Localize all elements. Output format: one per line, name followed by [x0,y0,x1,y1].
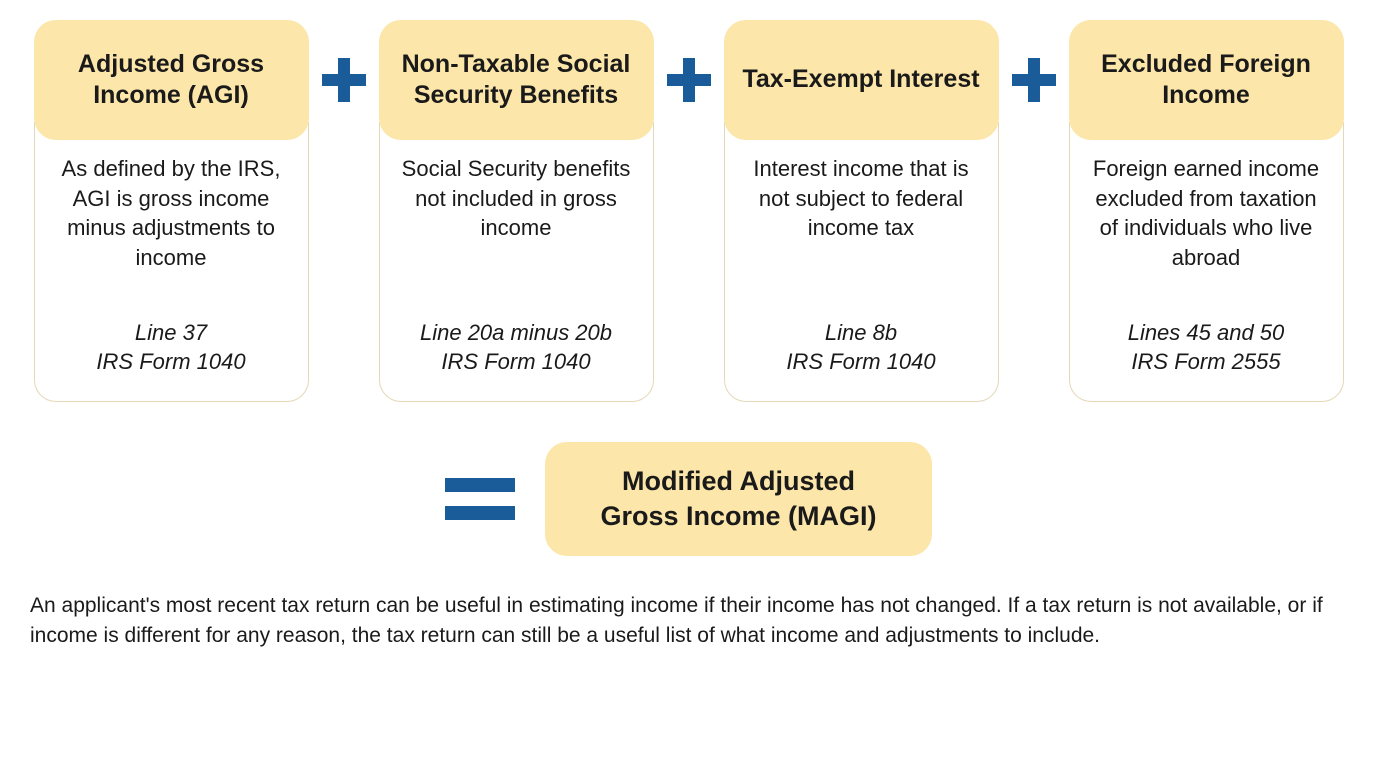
component-body: Foreign earned income excluded from taxa… [1069,122,1344,402]
component-description: Interest income that is not subject to f… [745,154,978,243]
component-foreign-income: Excluded Foreign Income Foreign earned i… [1069,20,1344,402]
component-title: Non-Taxable Social Security Benefits [379,20,654,140]
ref-form: IRS Form 1040 [400,347,633,377]
component-body: As defined by the IRS, AGI is gross inco… [34,122,309,402]
component-reference: Line 20a minus 20b IRS Form 1040 [400,318,633,377]
ref-form: IRS Form 2555 [1090,347,1323,377]
component-title: Tax-Exempt Interest [724,20,999,140]
plus-icon [309,20,379,140]
plus-icon [999,20,1069,140]
ref-line: Line 8b [745,318,978,348]
ref-form: IRS Form 1040 [745,347,978,377]
component-reference: Lines 45 and 50 IRS Form 2555 [1090,318,1323,377]
equals-bar-bottom [445,506,515,520]
result-box: Modified Adjusted Gross Income (MAGI) [545,442,931,556]
footer-note: An applicant's most recent tax return ca… [30,591,1347,650]
equals-icon [445,478,515,520]
equals-bar-top [445,478,515,492]
ref-line: Line 20a minus 20b [400,318,633,348]
component-description: Foreign earned income excluded from taxa… [1090,154,1323,273]
component-ss-benefits: Non-Taxable Social Security Benefits Soc… [379,20,654,402]
formula-row: Adjusted Gross Income (AGI) As defined b… [30,20,1347,402]
component-reference: Line 37 IRS Form 1040 [55,318,288,377]
component-reference: Line 8b IRS Form 1040 [745,318,978,377]
component-body: Interest income that is not subject to f… [724,122,999,402]
component-tax-exempt-interest: Tax-Exempt Interest Interest income that… [724,20,999,402]
result-line1: Modified Adjusted [600,464,876,499]
ref-line: Line 37 [55,318,288,348]
component-agi: Adjusted Gross Income (AGI) As defined b… [34,20,309,402]
component-body: Social Security benefits not included in… [379,122,654,402]
result-row: Modified Adjusted Gross Income (MAGI) [30,442,1347,556]
result-line2: Gross Income (MAGI) [600,499,876,534]
component-title: Adjusted Gross Income (AGI) [34,20,309,140]
ref-form: IRS Form 1040 [55,347,288,377]
plus-icon [654,20,724,140]
component-description: Social Security benefits not included in… [400,154,633,243]
ref-line: Lines 45 and 50 [1090,318,1323,348]
component-description: As defined by the IRS, AGI is gross inco… [55,154,288,273]
component-title: Excluded Foreign Income [1069,20,1344,140]
